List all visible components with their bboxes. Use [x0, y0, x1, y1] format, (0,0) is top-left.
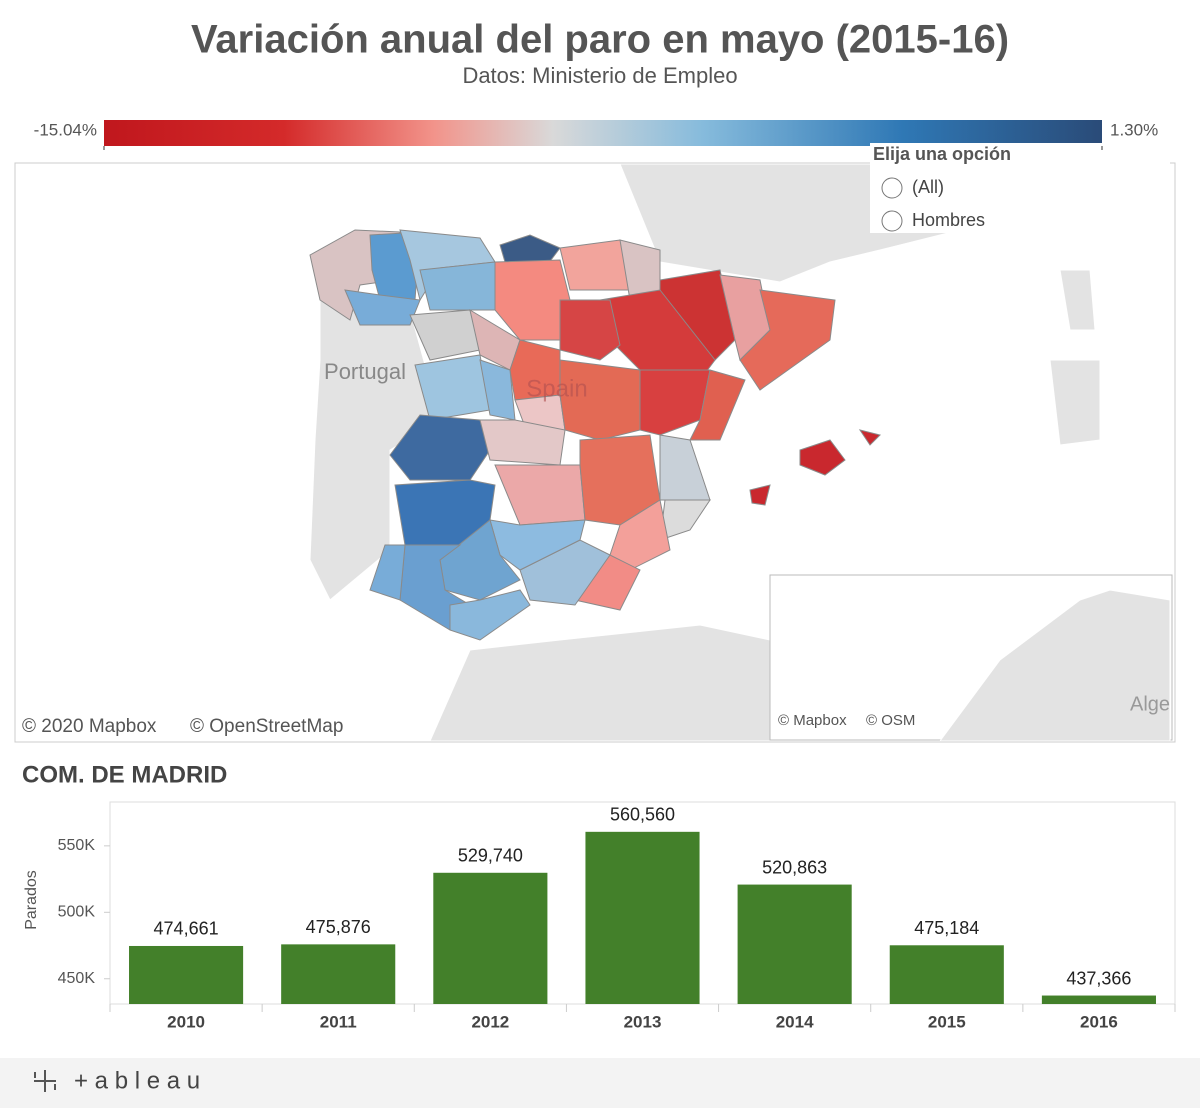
province: [739, 289, 836, 391]
land: [1059, 269, 1096, 331]
province: [639, 369, 711, 436]
y-tick-label: 450K: [58, 970, 96, 987]
x-tick-label: 2014: [776, 1012, 814, 1031]
attribution: © Mapbox: [778, 712, 847, 729]
filter-option[interactable]: Hombres: [912, 210, 985, 230]
map-label: Portugal: [324, 359, 406, 384]
filter-title: Elija una opción: [873, 144, 1011, 164]
radio[interactable]: [881, 177, 903, 199]
x-tick-label: 2015: [928, 1012, 966, 1031]
land: [1049, 359, 1101, 446]
y-axis-label: Parados: [23, 870, 40, 930]
y-tick-label: 550K: [58, 837, 96, 854]
color-ramp: [104, 120, 1102, 146]
province: [749, 484, 771, 506]
x-tick-label: 2011: [320, 1012, 357, 1031]
title: Variación anual del paro en mayo (2015-1…: [191, 18, 1009, 62]
bar: [281, 944, 396, 1004]
bar: [1041, 995, 1156, 1004]
province: [419, 261, 496, 311]
province: [559, 299, 621, 361]
value-label: 520,863: [762, 857, 827, 877]
legend-min: -15.04%: [34, 120, 97, 139]
province: [449, 589, 531, 641]
filter-option[interactable]: (All): [912, 177, 944, 197]
attribution: © OSM: [866, 712, 915, 729]
province: [479, 419, 566, 466]
province: [689, 369, 746, 441]
province: [499, 234, 561, 269]
province: [799, 439, 846, 476]
map: Portugal Spain Alge © 2020 Mapbox © Open…: [14, 162, 1176, 743]
filter: Elija una opción (All) Hombres: [870, 143, 1170, 233]
bar: [433, 872, 548, 1004]
bar: [889, 945, 1004, 1004]
tableau-logo: [34, 1070, 56, 1092]
value-label: 475,184: [914, 918, 979, 938]
x-tick-label: 2012: [471, 1012, 509, 1031]
legend-max: 1.30%: [1110, 120, 1158, 139]
land: [939, 589, 1171, 742]
filter-panel: [870, 143, 1170, 233]
color-legend: -15.04% 1.30%: [34, 120, 1158, 146]
x-tick-label: 2010: [167, 1012, 205, 1031]
x-tick-label: 2016: [1080, 1012, 1118, 1031]
x-tick-label: 2013: [624, 1012, 662, 1031]
bar: [737, 884, 852, 1004]
attribution: © 2020 Mapbox: [22, 716, 157, 737]
value-label: 437,366: [1066, 968, 1131, 988]
value-label: 560,560: [610, 805, 675, 825]
province: [344, 289, 421, 326]
y-tick-label: 500K: [58, 904, 96, 921]
province: [369, 544, 406, 601]
bar: [585, 831, 700, 1004]
chart-title: COM. DE MADRID: [22, 761, 227, 788]
provinces: [309, 229, 881, 641]
map-label: Alge: [1130, 693, 1170, 715]
value-label: 474,661: [154, 919, 219, 939]
value-label: 475,876: [306, 917, 371, 937]
subtitle: Datos: Ministerio de Empleo: [462, 63, 737, 88]
footer: [0, 1058, 1200, 1108]
attribution: © OpenStreetMap: [190, 716, 343, 737]
province: [858, 429, 881, 446]
brand: + a b l e a u: [74, 1067, 200, 1094]
province: [609, 499, 671, 571]
radio[interactable]: [881, 210, 903, 232]
value-label: 529,740: [458, 846, 523, 866]
bar: [129, 945, 244, 1004]
map-label: Spain: [526, 375, 587, 402]
land: [429, 624, 771, 742]
